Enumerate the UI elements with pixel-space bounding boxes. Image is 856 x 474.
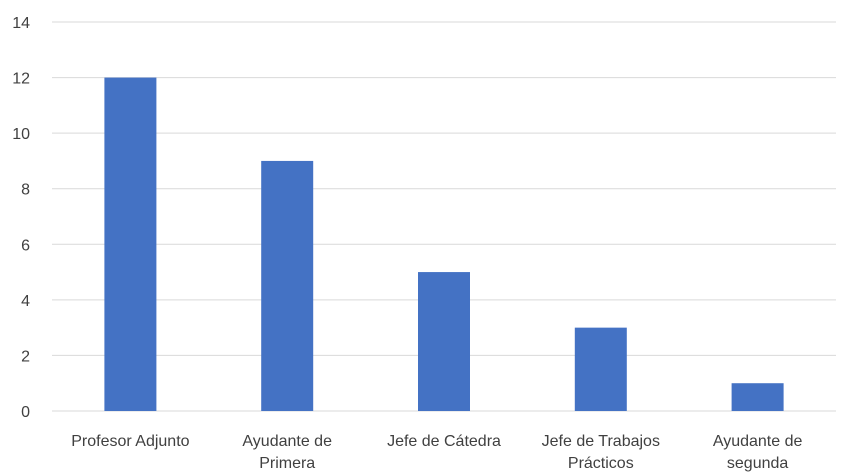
y-tick-label: 10 xyxy=(12,126,30,143)
x-tick-label-line: segunda xyxy=(727,455,788,472)
x-tick-label-line: Ayudante de xyxy=(713,433,803,450)
y-tick-label: 14 xyxy=(12,15,30,32)
bars xyxy=(104,77,784,412)
x-tick-label-line: Jefe de Trabajos xyxy=(542,433,660,450)
y-axis-ticks: 0 2 4 6 8 10 12 14 xyxy=(12,15,30,421)
x-axis-labels: Profesor Adjunto Ayudante de Primera Jefe d… xyxy=(71,433,802,472)
x-tick-label-line: Ayudante de xyxy=(242,433,332,450)
x-tick-label: Jefe de Cátedra xyxy=(387,433,501,450)
y-tick-label: 0 xyxy=(21,404,30,421)
y-tick-label: 12 xyxy=(12,71,30,88)
x-tick-label: Ayudante de Primera xyxy=(242,433,332,472)
bar xyxy=(104,77,157,412)
x-tick-label: Profesor Adjunto xyxy=(71,433,189,450)
x-tick-label-line: Primera xyxy=(259,455,315,472)
y-tick-label: 2 xyxy=(21,348,30,365)
x-tick-label: Jefe de Trabajos Prácticos xyxy=(542,433,660,472)
bar xyxy=(574,327,627,411)
x-tick-label: Ayudante de segunda xyxy=(713,433,803,472)
y-tick-label: 4 xyxy=(21,293,30,310)
bar xyxy=(261,160,314,411)
bar xyxy=(418,272,470,411)
x-tick-label-line: Prácticos xyxy=(568,455,634,472)
bar xyxy=(731,383,784,411)
y-tick-label: 8 xyxy=(21,182,30,199)
x-tick-label-line: Jefe de Cátedra xyxy=(387,433,501,450)
x-tick-label-line: Profesor Adjunto xyxy=(71,433,189,450)
y-tick-label: 6 xyxy=(21,237,30,254)
